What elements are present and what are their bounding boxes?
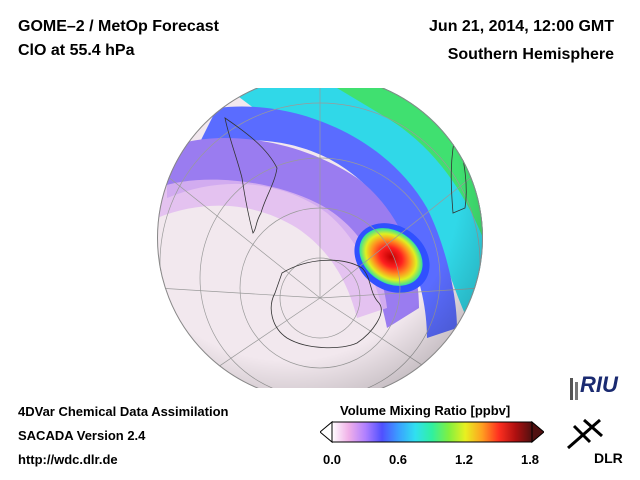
footer-url: http://wdc.dlr.de (18, 452, 118, 467)
footer-line-1: 4DVar Chemical Data Assimilation (18, 404, 229, 419)
colorbar (320, 420, 544, 444)
region-label: Southern Hemisphere (447, 46, 614, 63)
colorbar-tick: 0.6 (388, 452, 408, 467)
colorbar-high-arrow (531, 420, 544, 444)
dlr-logo-text: DLR (594, 450, 623, 466)
colorbar-tick: 0.0 (322, 452, 342, 467)
map-subtitle: ClO at 55.4 hPa (18, 42, 135, 59)
colorbar-tick: 1.8 (520, 452, 540, 467)
forecast-date: Jun 21, 2014, 12:00 GMT (429, 18, 614, 35)
riu-logo-icon (570, 378, 578, 400)
colorbar-title: Volume Mixing Ratio [ppbv] (340, 403, 511, 418)
footer-line-2: SACADA Version 2.4 (18, 428, 146, 443)
map-title: GOME–2 / MetOp Forecast (18, 18, 219, 35)
colorbar-low-arrow (320, 420, 333, 444)
riu-logo-text: RIU (580, 372, 618, 397)
dlr-logo-icon (567, 418, 603, 450)
colorbar-gradient (331, 421, 533, 443)
colorbar-tick: 1.2 (454, 452, 474, 467)
globe-map (157, 88, 483, 388)
